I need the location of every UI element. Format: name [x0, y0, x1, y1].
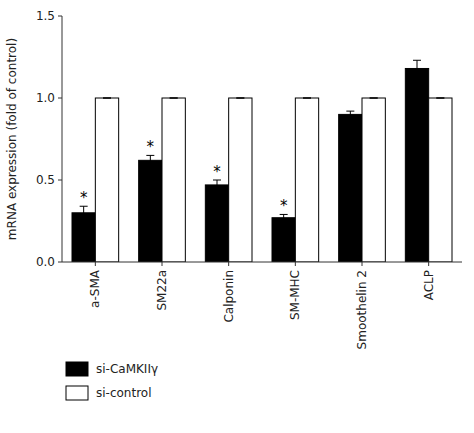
bar	[429, 98, 452, 262]
error-bar	[80, 206, 88, 219]
error-cap	[370, 98, 378, 99]
legend-label: si-CaMKIIγ	[96, 362, 158, 376]
x-tick	[295, 262, 296, 266]
error-cap	[413, 76, 421, 77]
error-cap	[236, 98, 244, 99]
error-bar	[413, 60, 421, 76]
error-cap	[103, 98, 111, 99]
error-cap	[436, 98, 444, 99]
error-stem	[217, 180, 218, 190]
bar	[295, 98, 318, 262]
y-tick-label: 1.0	[36, 91, 55, 105]
error-stem	[83, 206, 84, 219]
y-tick-label: 0.0	[36, 255, 55, 269]
bar	[272, 218, 295, 262]
annotation: *	[213, 163, 221, 181]
error-cap	[370, 98, 378, 99]
x-tick	[228, 262, 229, 266]
error-cap	[413, 60, 421, 61]
error-cap	[346, 111, 354, 112]
error-cap	[146, 165, 154, 166]
x-tick	[162, 262, 163, 266]
bar	[229, 98, 252, 262]
bar	[95, 98, 118, 262]
error-bar	[370, 98, 378, 99]
x-tick-label: Calponin	[222, 270, 236, 323]
error-bar	[146, 155, 154, 165]
x-tick-label: SM-MHC	[288, 270, 302, 320]
annotation: *	[280, 197, 288, 215]
error-cap	[280, 221, 288, 222]
x-tick	[95, 262, 96, 266]
annotation: *	[80, 189, 88, 207]
y-tick	[58, 262, 62, 263]
error-bar	[170, 98, 178, 99]
error-bar	[213, 180, 221, 190]
error-bar	[346, 111, 354, 118]
bar	[205, 185, 228, 262]
legend-swatch	[66, 386, 88, 400]
y-tick	[58, 16, 62, 17]
chart: 0.0 0.5 1.0 1.5 a-SMA SM22a Calponin SM-MHC Smoo…	[0, 0, 474, 433]
x-tick	[362, 262, 363, 266]
x-tick-label: SM22a	[155, 270, 169, 311]
bar	[339, 114, 362, 262]
error-cap	[346, 117, 354, 118]
error-cap	[103, 98, 111, 99]
error-bar	[436, 98, 444, 99]
bar	[405, 68, 428, 262]
legend-label: si-control	[96, 386, 152, 400]
error-cap	[303, 98, 311, 99]
error-bar	[103, 98, 111, 99]
annotation: *	[147, 138, 155, 156]
legend-swatch	[66, 362, 88, 376]
error-stem	[150, 155, 151, 165]
error-bar	[236, 98, 244, 99]
bar	[162, 98, 185, 262]
y-tick	[58, 98, 62, 99]
y-tick	[58, 180, 62, 181]
y-axis-label: mRNA expression (fold of control)	[5, 38, 19, 240]
bars	[72, 60, 452, 262]
error-cap	[303, 98, 311, 99]
error-cap	[236, 98, 244, 99]
y-axis-line	[62, 16, 63, 262]
error-cap	[170, 98, 178, 99]
bar	[139, 160, 162, 262]
error-bar	[303, 98, 311, 99]
error-cap	[170, 98, 178, 99]
error-cap	[436, 98, 444, 99]
bar	[362, 98, 385, 262]
error-cap	[80, 219, 88, 220]
x-tick-label: Smoothelin 2	[355, 270, 369, 349]
error-cap	[213, 189, 221, 190]
x-tick-label: ACLP	[422, 270, 436, 300]
x-axis-line	[62, 262, 462, 263]
y-tick-label: 0.5	[36, 173, 55, 187]
error-stem	[417, 60, 418, 76]
y-tick-label: 1.5	[36, 9, 55, 23]
x-tick-label: a-SMA	[88, 269, 102, 308]
bar	[72, 213, 95, 262]
error-stem	[350, 111, 351, 118]
x-tick	[428, 262, 429, 266]
